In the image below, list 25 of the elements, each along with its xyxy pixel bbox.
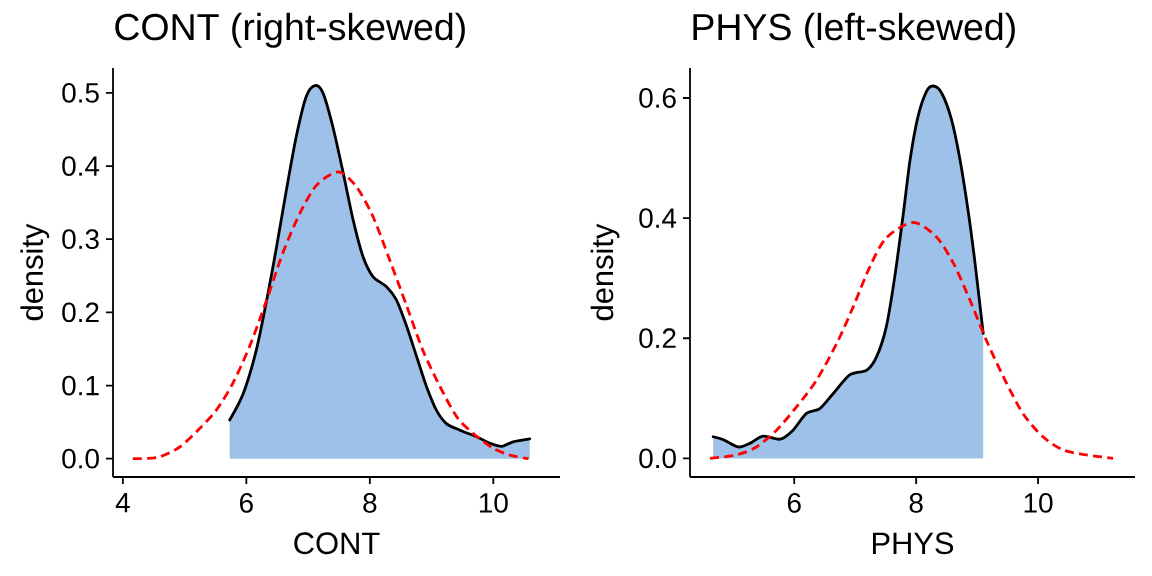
x-axis-title: PHYS [872, 532, 954, 555]
chart-title: CONT (right-skewed) [115, 12, 465, 48]
y-tick-label: 0.2 [62, 302, 99, 323]
y-tick-label: 0.4 [62, 156, 100, 176]
y-tick-label: 0.6 [639, 88, 676, 108]
chart-title: PHYS (left-skewed) [693, 12, 1015, 48]
x-tick-label: 6 [240, 493, 253, 513]
line-series [708, 220, 1115, 460]
x-tick-label: 8 [909, 493, 923, 513]
y-tick-label: 0.2 [639, 328, 676, 349]
y-axis-title: density [20, 223, 50, 321]
y-tick-label: 0.0 [639, 448, 676, 469]
y-tick-label: 0.3 [62, 229, 99, 250]
y-axis-title: density [590, 223, 620, 321]
x-tick-label: 10 [479, 493, 508, 513]
x-tick-label: 6 [787, 493, 801, 513]
x-tick-label: 4 [115, 493, 130, 513]
x-tick-label: 10 [1024, 493, 1053, 513]
line-series [131, 170, 530, 461]
x-tick-label: 8 [363, 493, 377, 513]
y-tick-label: 0.5 [62, 82, 99, 103]
y-tick-label: 0.4 [639, 208, 677, 229]
x-axis-title: CONT [294, 532, 380, 555]
y-tick-label: 0.0 [62, 448, 99, 469]
y-tick-label: 0.1 [62, 375, 99, 396]
